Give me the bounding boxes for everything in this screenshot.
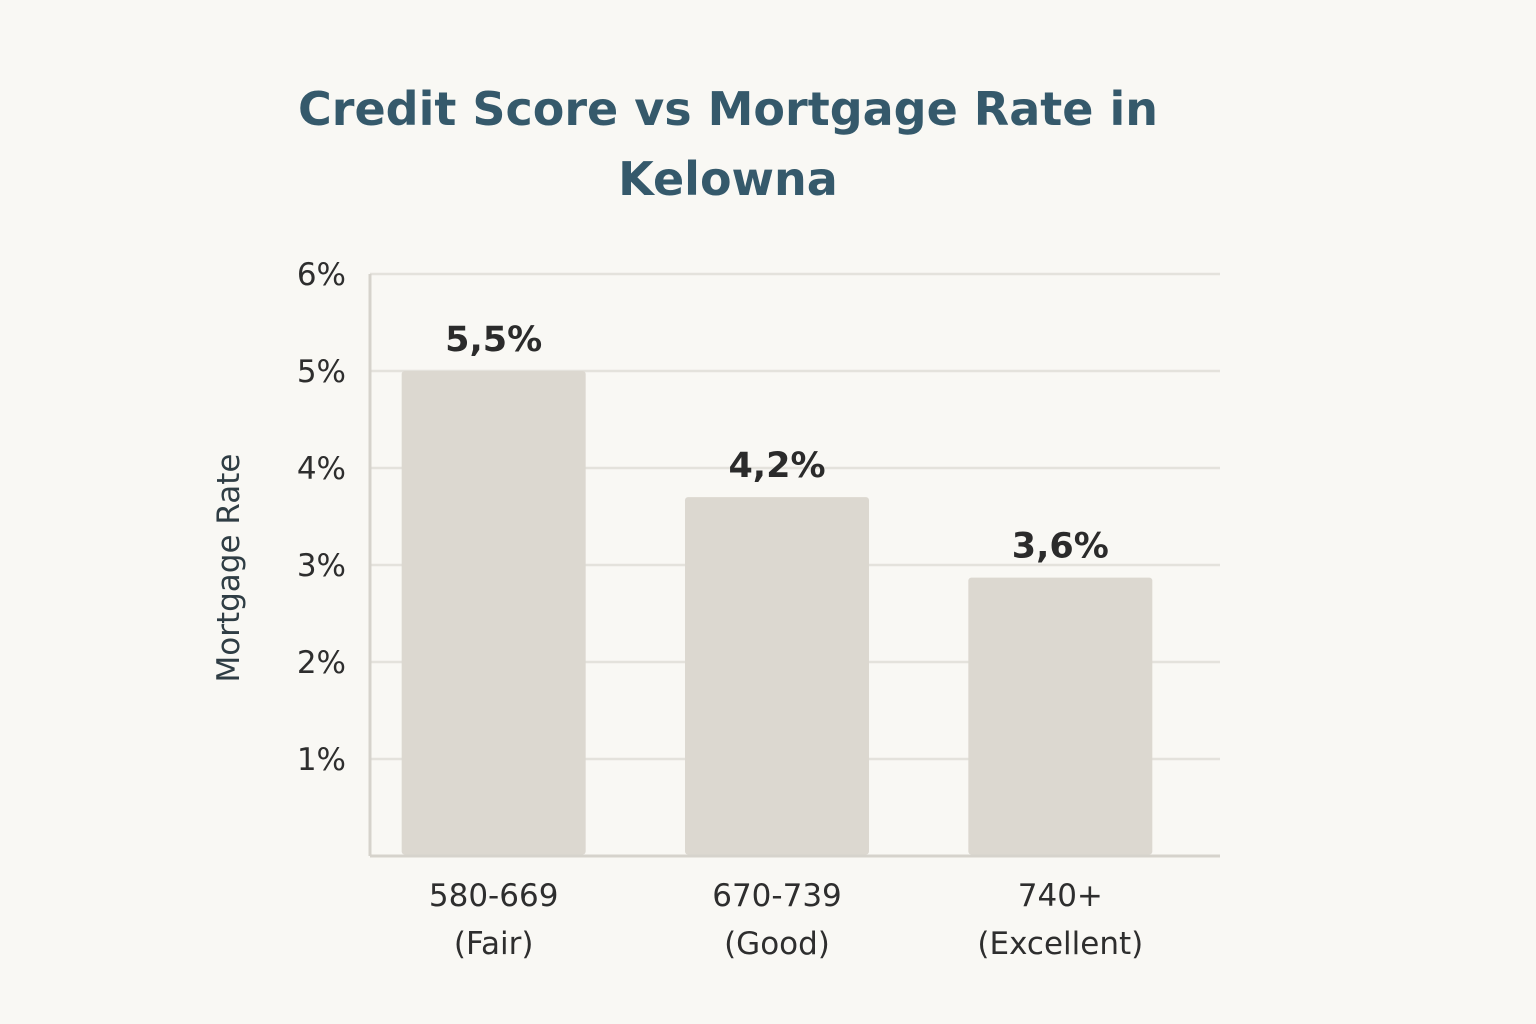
y-tick-label: 2% (297, 645, 346, 681)
y-tick-label: 4% (297, 451, 346, 487)
x-category-label: 580-669 (429, 878, 559, 914)
bar-value-label: 5,5% (445, 320, 542, 360)
y-tick-label: 3% (297, 548, 346, 584)
y-axis-title: Mortgage Rate (211, 454, 247, 683)
y-tick-label: 1% (297, 742, 346, 778)
bar-value-label: 4,2% (728, 446, 825, 486)
x-category-label: 670-739 (712, 878, 842, 914)
x-category-label: (Fair) (454, 926, 534, 962)
bar-value-label: 3,6% (1012, 527, 1109, 567)
y-tick-label: 5% (297, 354, 346, 390)
bars (401, 371, 1153, 855)
axes (368, 274, 1220, 858)
labels: 1% 2% 3% 4% 5% 6% 5,5% 580-669 (Fair) 4,2% 670-739… (297, 257, 1143, 962)
x-category-label: (Good) (724, 926, 830, 962)
y-tick-label: 6% (297, 257, 346, 293)
bar-2 (968, 577, 1153, 855)
chart-title-line-2: Kelowna (618, 152, 838, 206)
x-category-label: 740+ (1018, 878, 1103, 914)
bar-1 (685, 497, 869, 855)
bar-0 (401, 371, 586, 855)
x-category-label: (Excellent) (977, 926, 1143, 962)
chart-title-line-1: Credit Score vs Mortgage Rate in (298, 82, 1158, 136)
